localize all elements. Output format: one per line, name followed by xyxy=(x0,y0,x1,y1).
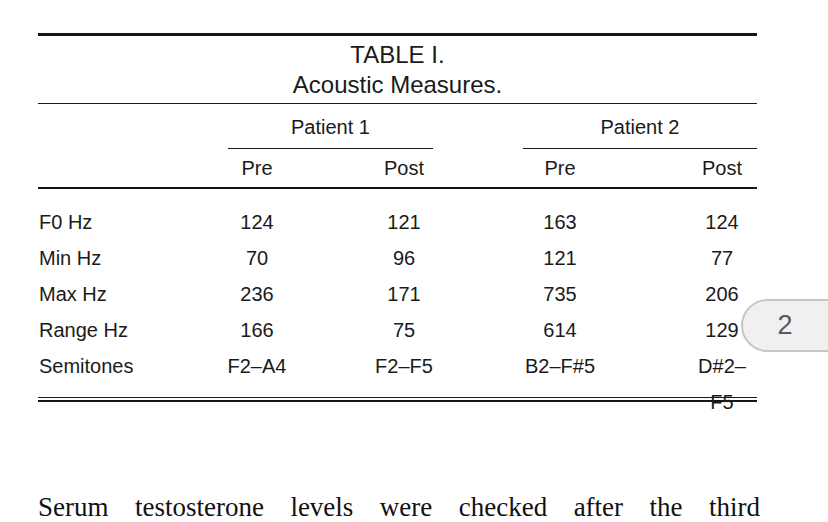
cell-p2-pre: 121 xyxy=(478,240,642,276)
cell-p1-post: 121 xyxy=(330,204,478,240)
subheader-row: Pre Post Pre Post xyxy=(38,149,757,189)
cell-p1-pre: 166 xyxy=(184,312,330,348)
row-label: Range Hz xyxy=(38,312,184,348)
cell-p1-post: 75 xyxy=(330,312,478,348)
table-caption-title: Acoustic Measures. xyxy=(38,70,757,100)
subheader-empty-cell xyxy=(38,149,184,187)
acoustic-measures-table: TABLE I. Acoustic Measures. Patient 1 Pa… xyxy=(38,33,757,402)
cell-p2-pre: B2–F#5 xyxy=(478,348,642,420)
cell-p1-pre: 236 xyxy=(184,276,330,312)
subheader-p2-post: Post xyxy=(687,149,757,187)
row-label: Semitones xyxy=(38,348,184,420)
table-row-max: Max Hz 236 171 735 206 xyxy=(38,276,757,312)
document-page: TABLE I. Acoustic Measures. Patient 1 Pa… xyxy=(0,0,828,522)
table-row-range: Range Hz 166 75 614 129 xyxy=(38,312,757,348)
row-label: Min Hz xyxy=(38,240,184,276)
row-label: Max Hz xyxy=(38,276,184,312)
table-caption: TABLE I. Acoustic Measures. xyxy=(38,36,757,103)
table-body: F0 Hz 124 121 163 124 Min Hz 70 96 121 7… xyxy=(38,189,757,384)
cell-p1-post: 96 xyxy=(330,240,478,276)
column-group-patient-1: Patient 1 xyxy=(228,110,433,149)
table-row-min: Min Hz 70 96 121 77 xyxy=(38,240,757,276)
subheader-p1-pre: Pre xyxy=(184,149,330,187)
page-number-label: 2 xyxy=(777,310,792,341)
row-label: F0 Hz xyxy=(38,204,184,240)
cell-p2-post: D#2–F5 xyxy=(687,348,757,420)
cell-p2-pre: 163 xyxy=(478,204,642,240)
table-caption-number: TABLE I. xyxy=(38,40,757,70)
cell-p1-pre: F2–A4 xyxy=(184,348,330,420)
cell-p1-pre: 124 xyxy=(184,204,330,240)
subheader-p2-pre: Pre xyxy=(478,149,642,187)
table-row-semitones: Semitones F2–A4 F2–F5 B2–F#5 D#2–F5 xyxy=(38,348,757,384)
cell-p2-post: 124 xyxy=(687,204,757,240)
subheader-spacer xyxy=(642,149,687,187)
subheader-p1-post: Post xyxy=(330,149,478,187)
cell-p1-post: 171 xyxy=(330,276,478,312)
body-paragraph: Serum testosterone levels were checked a… xyxy=(38,491,760,522)
page-number-badge[interactable]: 2 xyxy=(741,299,828,352)
cell-p2-post: 206 xyxy=(687,276,757,312)
column-group-patient-2: Patient 2 xyxy=(523,110,757,149)
cell-p2-pre: 614 xyxy=(478,312,642,348)
column-group-header-row: Patient 1 Patient 2 xyxy=(38,104,757,149)
cell-p1-post: F2–F5 xyxy=(330,348,478,420)
cell-p2-post: 77 xyxy=(687,240,757,276)
table-row-f0: F0 Hz 124 121 163 124 xyxy=(38,204,757,240)
cell-p2-pre: 735 xyxy=(478,276,642,312)
cell-p1-pre: 70 xyxy=(184,240,330,276)
